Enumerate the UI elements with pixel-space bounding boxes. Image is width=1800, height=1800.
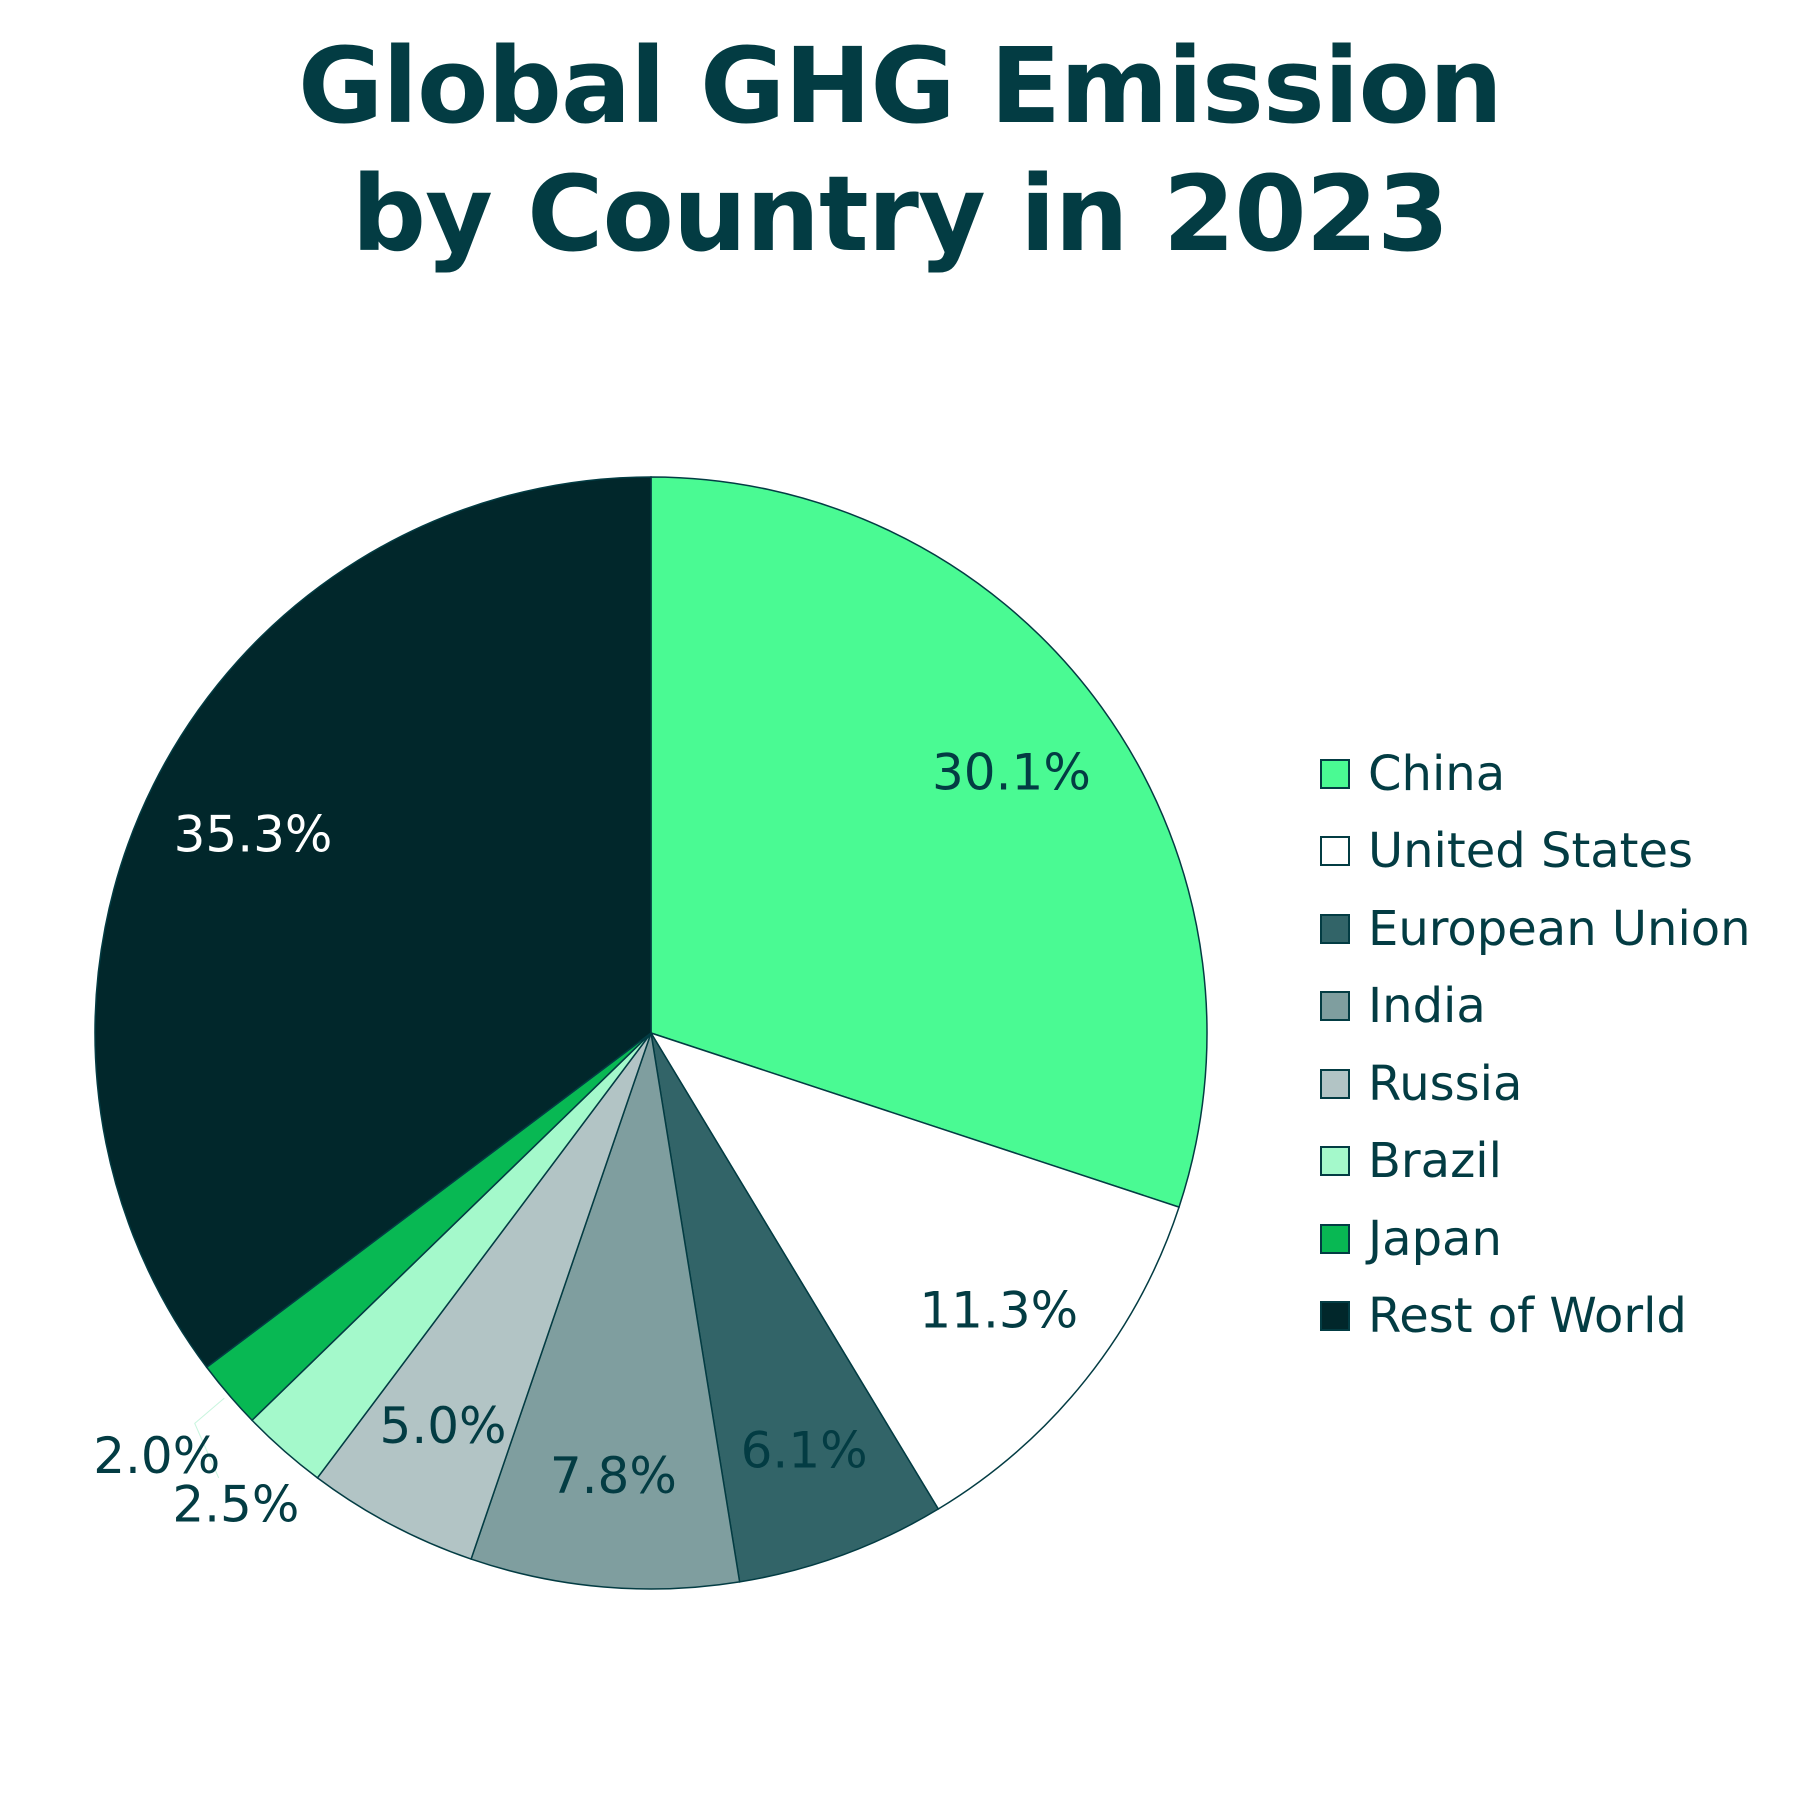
chart-title-line-2: by Country in 2023 (351, 153, 1450, 275)
legend: China United States European Union India Rus… (1320, 735, 1751, 1355)
legend-item-india: India (1320, 968, 1751, 1046)
legend-item-united-states: United States (1320, 813, 1751, 891)
legend-label: Rest of World (1368, 1288, 1687, 1345)
legend-label: India (1368, 978, 1486, 1035)
legend-swatch (1320, 1146, 1350, 1177)
pie-slice-india (470, 1032, 741, 1590)
data-label-rest-of-world: 35.3% (174, 805, 333, 863)
legend-label: Japan (1368, 1210, 1502, 1267)
legend-label: United States (1368, 823, 1694, 880)
chart-title-line-1: Global GHG Emission (298, 25, 1503, 147)
pie-slice-china (650, 476, 1208, 1209)
legend-item-brazil: Brazil (1320, 1123, 1751, 1201)
legend-swatch (1320, 1301, 1350, 1332)
leader-line-japan (194, 1397, 225, 1479)
legend-item-rest-of-world: Rest of World (1320, 1278, 1751, 1356)
data-label-japan: 2.0% (93, 1427, 220, 1485)
legend-item-china: China (1320, 735, 1751, 813)
legend-swatch (1320, 991, 1350, 1022)
data-label-india: 7.8% (550, 1447, 677, 1505)
pie-slice-russia (316, 1032, 652, 1561)
data-label-united-states: 11.3% (919, 1281, 1078, 1339)
data-label-china: 30.1% (932, 743, 1091, 801)
legend-item-japan: Japan (1320, 1200, 1751, 1278)
legend-swatch (1320, 1223, 1350, 1254)
legend-item-russia: Russia (1320, 1045, 1751, 1123)
pie-slice-rest-of-world (94, 476, 652, 1369)
pie-slice-european-union (650, 1032, 940, 1583)
chart-title: Global GHG Emission by Country in 2023 (0, 22, 1800, 278)
legend-swatch (1320, 758, 1350, 789)
data-label-russia: 5.0% (380, 1397, 507, 1455)
legend-swatch (1320, 913, 1350, 944)
legend-swatch (1320, 836, 1350, 867)
legend-label: Brazil (1368, 1133, 1502, 1190)
legend-label: Russia (1368, 1055, 1523, 1112)
legend-swatch (1320, 1068, 1350, 1099)
data-label-brazil: 2.5% (172, 1476, 299, 1534)
legend-label: European Union (1368, 900, 1751, 957)
legend-label: China (1368, 745, 1506, 802)
data-label-european-union: 6.1% (741, 1422, 868, 1480)
legend-item-european-union: European Union (1320, 890, 1751, 968)
pie-slice-united-states (649, 1031, 1180, 1511)
